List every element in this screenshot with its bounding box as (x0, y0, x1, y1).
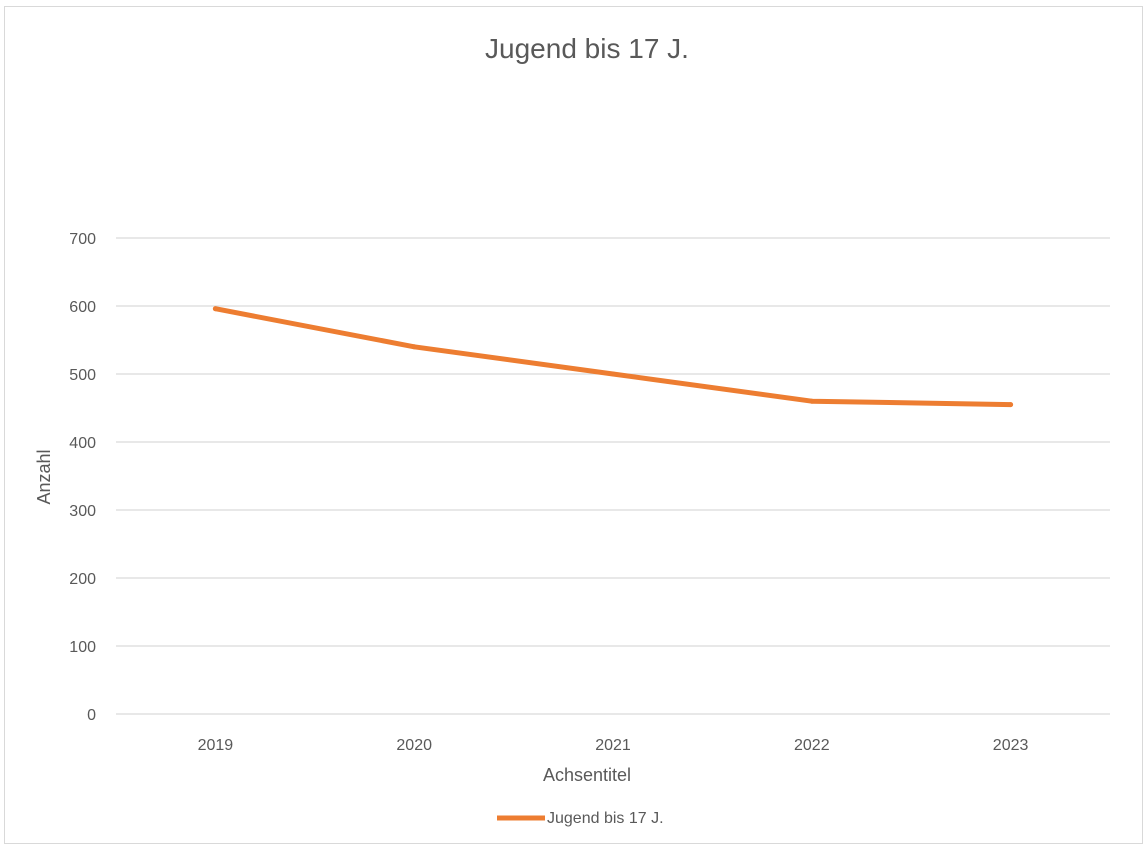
y-tick-label-0: 0 (87, 707, 96, 724)
data-point-2020 (411, 344, 417, 350)
y-tick-labels: 0 100 200 300 400 500 600 700 (69, 231, 96, 724)
data-point-2021 (610, 371, 616, 377)
x-tick-label-2020: 2020 (396, 737, 432, 754)
x-tick-label-2021: 2021 (595, 737, 631, 754)
y-tick-label-500: 500 (69, 367, 96, 384)
x-tick-label-2023: 2023 (993, 737, 1029, 754)
data-point-2023 (1008, 402, 1014, 408)
x-tick-labels: 2019 2020 2021 2022 2023 (198, 737, 1029, 754)
legend-label: Jugend bis 17 J. (547, 810, 664, 827)
x-tick-label-2022: 2022 (794, 737, 830, 754)
legend: Jugend bis 17 J. (497, 810, 664, 827)
chart-title: Jugend bis 17 J. (485, 33, 689, 64)
series-line-0 (212, 306, 1014, 408)
gridlines (116, 237, 1110, 715)
y-tick-label-100: 100 (69, 639, 96, 656)
x-axis-title: Achsentitel (543, 765, 631, 785)
series-layer (212, 306, 1014, 408)
y-tick-label-400: 400 (69, 435, 96, 452)
y-axis-title: Anzahl (34, 449, 54, 504)
data-point-2019 (212, 306, 218, 312)
x-tick-label-2019: 2019 (198, 737, 234, 754)
y-tick-label-200: 200 (69, 571, 96, 588)
chart-frame (4, 6, 1143, 844)
y-tick-label-700: 700 (69, 231, 96, 248)
data-point-2022 (809, 398, 815, 404)
y-tick-label-600: 600 (69, 299, 96, 316)
y-tick-label-300: 300 (69, 503, 96, 520)
